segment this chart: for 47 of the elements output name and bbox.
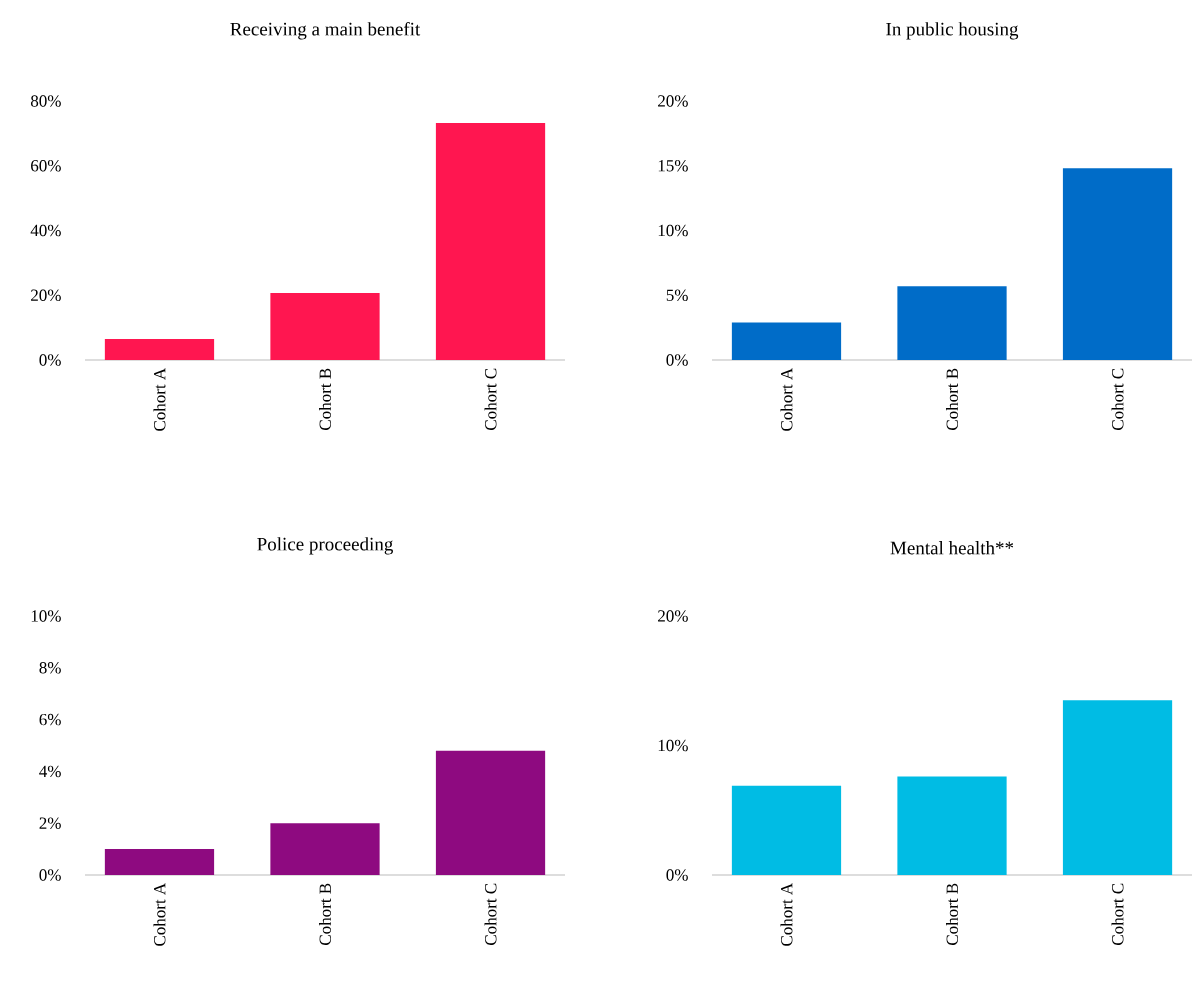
- x-tick-label: Cohort B: [319, 883, 331, 945]
- y-tick-label: 0%: [39, 354, 61, 366]
- y-tick-label: 40%: [30, 224, 61, 237]
- y-tick-label: 60%: [31, 159, 61, 172]
- x-tick-label: Cohort A: [153, 367, 166, 431]
- y-tick-label: 5%: [666, 289, 688, 302]
- x-tick-label: Cohort A: [153, 882, 166, 946]
- bar: [1062, 168, 1173, 360]
- y-tick-label: 20%: [658, 95, 688, 107]
- x-tick-label: Cohort C: [1111, 368, 1124, 430]
- y-tick-label: 0%: [666, 354, 688, 366]
- y-tick-label: 20%: [658, 610, 688, 622]
- bar: [897, 776, 1007, 875]
- chart-title: Police proceeding: [257, 537, 393, 555]
- x-tick-label: Cohort B: [946, 883, 958, 945]
- x-tick-label: Cohort A: [780, 882, 793, 946]
- x-tick-label: Cohort C: [484, 883, 497, 945]
- y-tick-label: 8%: [39, 662, 61, 674]
- y-tick-label: 80%: [30, 95, 61, 107]
- x-tick-label: Cohort C: [484, 368, 497, 430]
- y-tick-label: 10%: [658, 224, 688, 237]
- y-tick-label: 15%: [658, 159, 688, 172]
- x-tick-label: Cohort A: [780, 367, 793, 431]
- bar: [104, 338, 215, 360]
- bar: [731, 322, 842, 360]
- y-tick-label: 6%: [39, 713, 61, 726]
- bar: [270, 823, 380, 875]
- bar: [435, 750, 546, 875]
- x-tick-label: Cohort C: [1111, 883, 1124, 945]
- y-tick-label: 20%: [31, 289, 61, 302]
- y-tick-label: 2%: [39, 817, 61, 829]
- chart-title: In public housing: [886, 22, 1019, 40]
- y-tick-label: 10%: [31, 610, 61, 622]
- y-tick-label: 10%: [658, 739, 688, 752]
- x-tick-label: Cohort B: [946, 368, 958, 430]
- y-tick-label: 4%: [39, 765, 61, 778]
- bar: [731, 785, 842, 875]
- bar: [435, 123, 546, 360]
- chart-title: Receiving a main benefit: [230, 21, 421, 40]
- x-tick-label: Cohort B: [319, 368, 331, 430]
- bar: [897, 286, 1007, 360]
- bar: [1062, 700, 1173, 875]
- bar: [270, 292, 380, 360]
- chart-title: Mental health**: [890, 541, 1014, 555]
- y-tick-label: 0%: [39, 869, 61, 881]
- y-tick-label: 0%: [666, 869, 688, 881]
- bar: [104, 849, 215, 875]
